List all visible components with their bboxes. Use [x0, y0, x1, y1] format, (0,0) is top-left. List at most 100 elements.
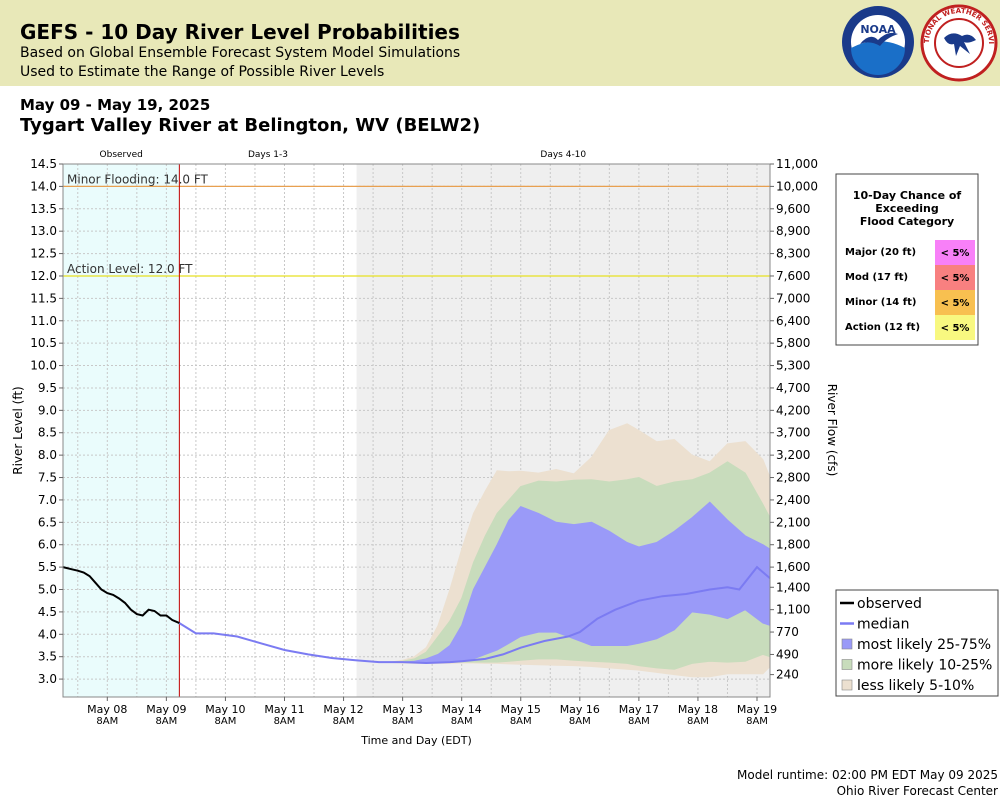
y2-tick-label: 4,700 — [776, 381, 810, 395]
x-tick-label-day: May 13 — [382, 703, 422, 716]
flood-row-cell — [935, 315, 975, 340]
legend-label: less likely 5-10% — [857, 678, 974, 694]
y-tick-label: 9.5 — [38, 381, 57, 395]
y2-tick-label: 1,600 — [776, 560, 810, 574]
x-tick-label-day: May 18 — [678, 703, 718, 716]
y-tick-label: 6.0 — [38, 538, 57, 552]
threshold-label-minor-flooding: Minor Flooding: 14.0 FT — [67, 172, 209, 186]
model-runtime: Model runtime: 02:00 PM EDT May 09 2025 — [737, 768, 998, 782]
x-tick-label-time: 8AM — [96, 716, 118, 727]
y-tick-label: 13.0 — [30, 224, 57, 238]
y-tick-label: 3.5 — [38, 650, 57, 664]
noaa-logo-text: NOAA — [860, 23, 896, 36]
x-tick-label-time: 8AM — [392, 716, 414, 727]
flood-row-cell — [935, 240, 975, 265]
x-tick-label-day: May 10 — [205, 703, 245, 716]
y2-tick-label: 490 — [776, 647, 799, 661]
x-tick-label-day: May 17 — [619, 703, 659, 716]
y2-tick-label: 8,900 — [776, 224, 810, 238]
y-tick-label: 7.5 — [38, 471, 57, 485]
y2-tick-label: 8,300 — [776, 247, 810, 261]
x-tick-label-time: 8AM — [333, 716, 355, 727]
axes: Observed Days 1-3 Days 4-10 3.0 3.5 4.0 4.5 5.0… — [11, 150, 839, 747]
threshold-lines: Minor Flooding: 14.0 FT Action Level: 12.… — [63, 164, 770, 697]
page-subtitle-1: Based on Global Ensemble Forecast System… — [20, 45, 461, 61]
page-title: GEFS - 10 Day River Level Probabilities — [20, 20, 460, 44]
y2-axis-title: River Flow (cfs) — [825, 384, 839, 477]
flood-row-label: Minor (14 ft) — [845, 297, 916, 308]
probability-bands — [390, 423, 771, 678]
y2-tick-label: 7,600 — [776, 269, 810, 283]
median-line — [178, 565, 771, 665]
y2-tick-label: 1,400 — [776, 580, 810, 594]
y2-tick-label: 7,000 — [776, 291, 810, 305]
y-tick-label: 9.0 — [38, 403, 57, 417]
y-axis-title: River Level (ft) — [11, 386, 25, 474]
y2-tick-label: 240 — [776, 668, 799, 682]
flood-row-value: < 5% — [941, 298, 970, 309]
y-tick-label: 7.0 — [38, 493, 57, 507]
y2-tick-label: 10,000 — [776, 179, 818, 193]
x-tick-label-day: May 19 — [737, 703, 777, 716]
header-banner: GEFS - 10 Day River Level Probabilities … — [0, 0, 1000, 86]
y-tick-label: 12.5 — [30, 247, 57, 261]
y-tick-label: 13.5 — [30, 202, 57, 216]
x-tick-label-time: 8AM — [155, 716, 177, 727]
period-label-days-1-3: Days 1-3 — [248, 150, 288, 160]
y2-tick-label: 11,000 — [776, 157, 818, 171]
station-name: Tygart Valley River at Belington, WV (BE… — [20, 115, 481, 136]
nws-logo: NATIONAL WEATHER SERVICE — [920, 4, 998, 82]
x-tick-label-time: 8AM — [510, 716, 532, 727]
y-tick-label: 8.0 — [38, 448, 57, 462]
y2-tick-label: 6,400 — [776, 314, 810, 328]
flood-row-value: < 5% — [941, 323, 970, 334]
flood-row-cell — [935, 265, 975, 290]
legend-label: observed — [857, 596, 922, 612]
flood-box-title: Flood Category — [860, 215, 954, 228]
forecast-center: Ohio River Forecast Center — [836, 784, 998, 798]
legend-label: more likely 10-25% — [857, 658, 992, 674]
y-tick-label: 12.0 — [30, 269, 57, 283]
y2-tick-label: 1,100 — [776, 603, 810, 617]
y-tick-label: 4.5 — [38, 605, 57, 619]
date-range: May 09 - May 19, 2025 — [20, 96, 211, 114]
y2-tick-label: 770 — [776, 625, 799, 639]
x-tick-label-time: 8AM — [274, 716, 296, 727]
y-tick-label: 11.5 — [30, 291, 57, 305]
y2-tick-label: 3,700 — [776, 426, 810, 440]
observed-period-shade — [63, 164, 180, 697]
x-tick-label-day: May 09 — [146, 703, 186, 716]
period-label-observed: Observed — [100, 150, 143, 160]
y2-tick-label: 4,200 — [776, 403, 810, 417]
x-tick-label-day: May 08 — [87, 703, 127, 716]
y-tick-label: 14.0 — [30, 179, 57, 193]
y2-tick-label: 5,300 — [776, 359, 810, 373]
x-tick-label-time: 8AM — [215, 716, 237, 727]
x-tick-label-time: 8AM — [687, 716, 709, 727]
observed-line — [62, 566, 180, 625]
flood-row-value: < 5% — [941, 273, 970, 284]
y-tick-label: 5.5 — [38, 560, 57, 574]
flood-row-label: Action (12 ft) — [845, 322, 920, 333]
period-label-days-4-10: Days 4-10 — [540, 150, 586, 160]
flood-row-value: < 5% — [941, 248, 970, 259]
legend-swatch-box — [841, 659, 853, 670]
legend-swatch-box — [841, 679, 853, 691]
flood-box-title: Exceeding — [875, 202, 938, 215]
x-tick-label-day: May 15 — [501, 703, 541, 716]
plot-border — [62, 163, 771, 698]
y-tick-label: 5.0 — [38, 583, 57, 597]
y-tick-label: 14.5 — [30, 157, 57, 171]
x-tick-label-time: 8AM — [451, 716, 473, 727]
y-tick-label: 10.5 — [30, 336, 57, 350]
legend-frame — [835, 589, 999, 697]
y2-tick-label: 2,400 — [776, 493, 810, 507]
y-tick-label: 4.0 — [38, 627, 57, 641]
legend-label: most likely 25-75% — [857, 637, 991, 653]
y-tick-label: 11.0 — [30, 314, 57, 328]
legend-swatch-box — [841, 638, 853, 650]
noaa-logo: NOAA — [842, 6, 914, 78]
x-axis-title: Time and Day (EDT) — [360, 734, 472, 747]
x-tick-label-day: May 11 — [264, 703, 304, 716]
